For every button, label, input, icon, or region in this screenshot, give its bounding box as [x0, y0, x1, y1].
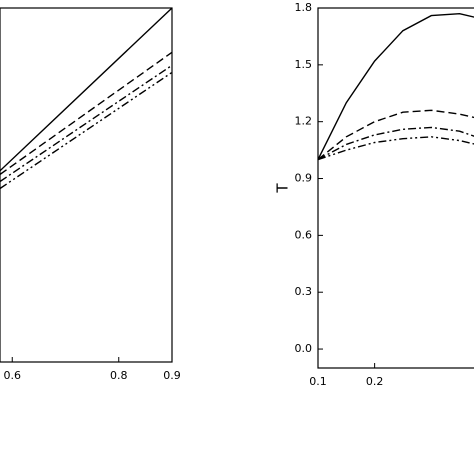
line-series	[317, 126, 474, 161]
line-series	[0, 51, 173, 175]
y-tick-label: 1.8	[295, 1, 313, 14]
line-series	[0, 64, 173, 183]
x-tick-label: 0.2	[366, 375, 384, 388]
x-tick-label: 0.8	[110, 369, 128, 382]
y-tick-label: 0.6	[295, 228, 313, 241]
line-series	[0, 7, 173, 172]
y-tick-label: 0.0	[295, 342, 313, 355]
y-tick-label: 1.5	[295, 58, 313, 71]
plot-frame	[0, 7, 173, 363]
y-axis-label: T	[274, 183, 292, 194]
line-series	[317, 136, 474, 161]
x-tick-label: 0.6	[3, 369, 21, 382]
x-tick-label: 0.1	[309, 375, 327, 388]
y-tick-label: 0.3	[295, 285, 313, 298]
y-tick-label: 1.2	[295, 115, 313, 128]
x-tick-label: 0.9	[163, 369, 181, 382]
line-series	[0, 71, 173, 190]
y-tick-label: 0.9	[295, 172, 313, 185]
line-series	[317, 12, 474, 160]
plot-frame	[317, 7, 474, 369]
line-series	[317, 109, 474, 161]
